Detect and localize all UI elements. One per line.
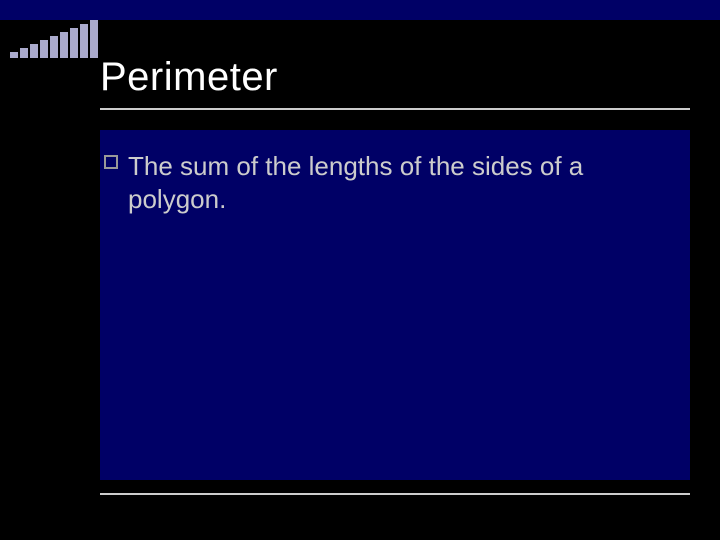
slide: Perimeter The sum of the lengths of the … [0,0,720,540]
bar-icon [30,44,38,58]
top-band [0,0,720,20]
slide-title: Perimeter [100,55,680,100]
slide-body-text: The sum of the lengths of the sides of a… [128,150,670,215]
title-underline [100,108,690,110]
bar-icon [80,24,88,58]
decorative-bars [10,20,100,58]
bar-icon [10,52,18,58]
bar-icon [40,40,48,58]
bottom-underline [100,493,690,495]
bar-icon [20,48,28,58]
bar-icon [60,32,68,58]
bar-icon [70,28,78,58]
bar-icon [90,20,98,58]
title-area: Perimeter [100,55,680,100]
bullet-square-icon [104,155,118,169]
bar-icon [50,36,58,58]
